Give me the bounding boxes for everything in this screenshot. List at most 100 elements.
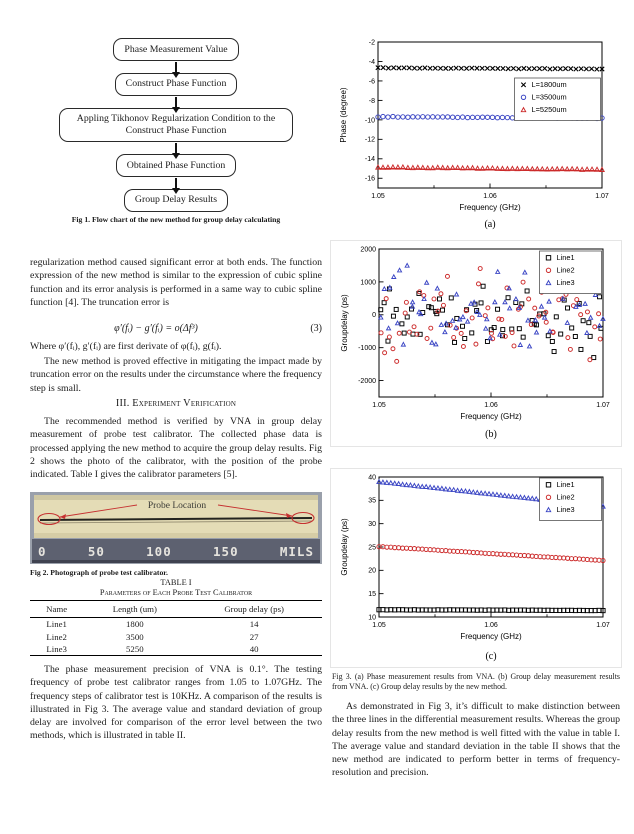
svg-text:(b): (b) [485, 429, 497, 440]
paragraph-new-method-effective: The new method is proved effective in mi… [30, 356, 322, 394]
svg-text:Line3: Line3 [557, 505, 575, 514]
svg-text:1.05: 1.05 [371, 193, 385, 200]
table-cell: 1800 [126, 619, 144, 630]
paragraph-conclusion: As demonstrated in Fig 3, it’s difficult… [332, 701, 620, 779]
ruler-tick-label: 100 [146, 544, 172, 559]
ruler-tick-label: MILS [279, 544, 314, 559]
svg-text:1.05: 1.05 [372, 622, 386, 629]
svg-text:-12: -12 [365, 137, 375, 144]
fig3a-phase-chart: 1.05 1.06 1.07 -2 -4 -6 -8 -10 -12 -14 -16 Frequenc… [330, 26, 620, 232]
ruler-tick-label: 50 [87, 544, 105, 559]
svg-text:20: 20 [368, 568, 376, 575]
table-row: Line1 1800 14 [30, 618, 322, 631]
fig2-ruler: 0 50 100 150 MILS [38, 541, 314, 562]
svg-text:0: 0 [372, 312, 376, 319]
paragraph-truncation-error: regularization method caused significant… [30, 257, 322, 308]
svg-text:-4: -4 [369, 59, 375, 66]
fig3c-groupdelay-newmethod-chart: 1.05 1.06 1.07 10 15 20 25 30 35 40 Frequency (GHz… [330, 468, 622, 668]
svg-text:1000: 1000 [360, 279, 376, 286]
flowchart-arrow-icon [170, 177, 182, 194]
table-cell: 5250 [126, 643, 144, 654]
section-heading-experiment-verification: III. Experiment Verification [115, 398, 237, 409]
svg-text:-2: -2 [369, 39, 375, 46]
table-header-cell: Group delay (ps) [186, 600, 322, 618]
table-cell: Line3 [46, 643, 67, 654]
svg-text:-8: -8 [369, 98, 375, 105]
svg-text:Line1: Line1 [557, 480, 575, 489]
fig3b-svg: 1.05 1.06 1.07 2000 1000 0 -1000 -2000 Frequency… [340, 246, 610, 440]
svg-text:Groupdelay (ps): Groupdelay (ps) [340, 294, 349, 352]
svg-text:(a): (a) [484, 219, 495, 230]
equation-where-line: Where φ′(fᵢ), g′(fᵢ) are first derivate … [30, 341, 222, 352]
svg-text:Line1: Line1 [557, 253, 575, 262]
fig3c-svg: 1.05 1.06 1.07 10 15 20 25 30 35 40 Frequency (GHz… [340, 474, 610, 662]
fig2-photo: Probe Location 0 50 100 150 MILS [30, 492, 322, 564]
svg-text:L=3500um: L=3500um [532, 93, 567, 102]
table1-subtitle: Parameters of Each Probe Test Calibrator [99, 588, 253, 597]
table-cell: 14 [249, 619, 259, 630]
table-cell: 40 [249, 643, 259, 654]
table-cell: 27 [249, 631, 259, 642]
svg-text:1.07: 1.07 [595, 193, 609, 200]
table1-title: TABLE I [160, 578, 192, 587]
svg-text:Groupdelay (ps): Groupdelay (ps) [340, 518, 349, 576]
svg-text:(c): (c) [485, 651, 496, 662]
table-row: Line3 5250 40 [30, 643, 322, 656]
svg-text:Phase (degree): Phase (degree) [339, 87, 348, 142]
svg-text:Line3: Line3 [557, 278, 575, 287]
fig1-flowchart-boxes: Phase Measurement Value Construct Phase F… [30, 38, 322, 212]
svg-text:40: 40 [368, 474, 376, 481]
svg-text:25: 25 [368, 544, 376, 551]
fig2-photo-graphic: Probe Location [30, 492, 322, 564]
svg-text:2000: 2000 [360, 246, 376, 253]
svg-text:35: 35 [368, 498, 376, 505]
table-header: Name Length (um) Group delay (ps) [30, 600, 322, 618]
svg-text:Line2: Line2 [557, 493, 575, 502]
probe-marker-left [37, 512, 61, 526]
table-header-cell: Length (um) [83, 600, 187, 618]
svg-text:-6: -6 [369, 78, 375, 85]
calibrator-line [39, 517, 313, 521]
flowchart-box-1: Phase Measurement Value [113, 38, 239, 61]
calibrator-parameters-table: Name Length (um) Group delay (ps) Line1 180… [30, 600, 322, 657]
equation-number: (3) [310, 323, 322, 334]
flowchart-arrow-icon [170, 61, 182, 78]
ruler-tick-label: 0 [38, 544, 47, 559]
flowchart-arrow-icon [170, 143, 182, 160]
svg-text:1.05: 1.05 [372, 402, 386, 409]
fig3-caption: Fig 3. (a) Phase measurement results fro… [332, 672, 620, 691]
legend-box [514, 77, 601, 121]
svg-text:Frequency (GHz): Frequency (GHz) [460, 412, 522, 421]
svg-text:15: 15 [368, 591, 376, 598]
svg-text:L=1800um: L=1800um [532, 80, 567, 89]
svg-text:-10: -10 [365, 117, 375, 124]
equation-3: φ′(fᵢ) − g′(fᵢ) = o(Δf³) (3) [30, 323, 322, 334]
paragraph-experiment-intro: The recommended method is verified by VN… [30, 416, 322, 481]
svg-text:30: 30 [368, 521, 376, 528]
fig1-caption: Fig 1. Flow chart of the new method for … [71, 214, 281, 224]
equation-body: φ′(fᵢ) − g′(fᵢ) = o(Δf³) [114, 323, 198, 334]
svg-text:Frequency (GHz): Frequency (GHz) [459, 203, 521, 212]
svg-text:1.06: 1.06 [484, 622, 498, 629]
svg-text:1.07: 1.07 [596, 622, 610, 629]
svg-text:Line2: Line2 [557, 266, 575, 275]
table-body: Line1 1800 14 Line2 3500 27 Line3 5250 40 [30, 618, 322, 656]
table-row: Line2 3500 27 [30, 630, 322, 642]
probe-location-label: Probe Location [148, 501, 207, 511]
probe-marker-right [291, 511, 315, 525]
svg-text:10: 10 [368, 614, 376, 621]
fig3b-groupdelay-vna-chart: 1.05 1.06 1.07 2000 1000 0 -1000 -2000 Frequency… [330, 240, 622, 447]
paragraph-measurement-precision: The phase measurement precision of VNA i… [30, 664, 322, 742]
ruler-band [32, 539, 320, 562]
svg-text:Frequency (GHz): Frequency (GHz) [460, 632, 522, 641]
svg-text:L=5250um: L=5250um [532, 105, 567, 114]
annotation-line-right [217, 504, 293, 517]
svg-text:1.06: 1.06 [483, 193, 497, 200]
table-cell: Line1 [46, 619, 67, 630]
flowchart-arrow-icon [170, 96, 182, 113]
svg-text:-14: -14 [365, 156, 375, 163]
svg-text:-1000: -1000 [358, 345, 376, 352]
fig2-caption: Fig 2. Photograph of probe test calibrat… [30, 568, 168, 577]
table-header-cell: Name [30, 600, 84, 618]
